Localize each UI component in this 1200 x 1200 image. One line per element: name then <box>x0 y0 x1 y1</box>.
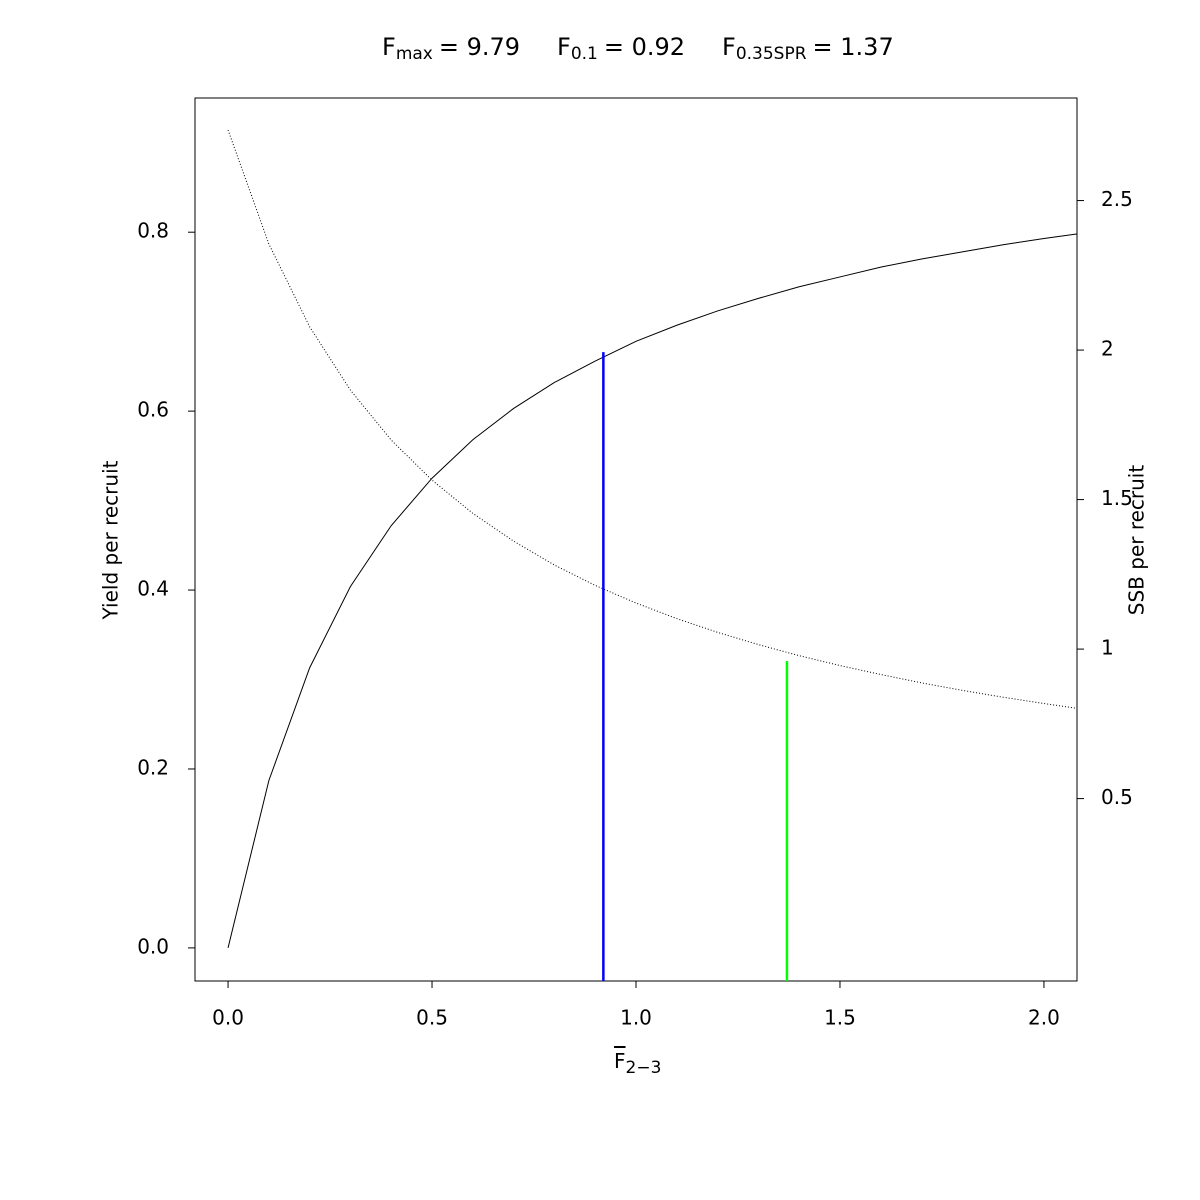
title-f01: F0.1 = 0.92 <box>557 33 685 64</box>
title-subscript: max <box>396 44 433 64</box>
series-line <box>227 129 1077 709</box>
y-axis-label: Yield per recruit <box>99 460 123 620</box>
x-tick-label: 0.5 <box>416 1006 448 1030</box>
y-tick-label: 0.8 <box>137 219 169 243</box>
title-fmax: Fmax = 9.79 <box>382 33 520 64</box>
y2-axis-label: SSB per recruit <box>1125 465 1149 616</box>
title-symbol: F <box>722 33 736 61</box>
y-tick-label: 0.6 <box>137 398 169 422</box>
plot-frame <box>194 97 1078 982</box>
series-line <box>227 233 1077 949</box>
y-tick-label: 0.4 <box>137 577 169 601</box>
x-tick-label: 1.5 <box>824 1006 856 1030</box>
y2-tick-label: 1 <box>1101 636 1114 660</box>
title-value: = 0.92 <box>604 33 685 61</box>
y-tick-label: 0.2 <box>137 755 169 779</box>
title-subscript: 0.1 <box>571 44 598 64</box>
title-symbol: F <box>557 33 571 61</box>
x-axis-label: F2−3 <box>614 1049 661 1079</box>
title-symbol: F <box>382 33 396 61</box>
title-value: = 9.79 <box>439 33 520 61</box>
y-tick-label: 0.0 <box>137 934 169 958</box>
x-tick-label: 0.0 <box>212 1006 244 1030</box>
title-fspr: F0.35SPR = 1.37 <box>722 33 894 64</box>
y2-tick-label: 1.5 <box>1101 486 1133 510</box>
y2-tick-label: 0.5 <box>1101 785 1133 809</box>
y2-tick-label: 2 <box>1101 337 1114 361</box>
y2-tick-label: 2.5 <box>1101 187 1133 211</box>
x-tick-label: 2.0 <box>1028 1006 1060 1030</box>
title-value: = 1.37 <box>813 33 894 61</box>
x-tick-label: 1.0 <box>620 1006 652 1030</box>
title-subscript: 0.35SPR <box>736 44 807 64</box>
x-label-subscript: 2−3 <box>626 1058 662 1078</box>
x-label-symbol: F <box>614 1049 626 1073</box>
